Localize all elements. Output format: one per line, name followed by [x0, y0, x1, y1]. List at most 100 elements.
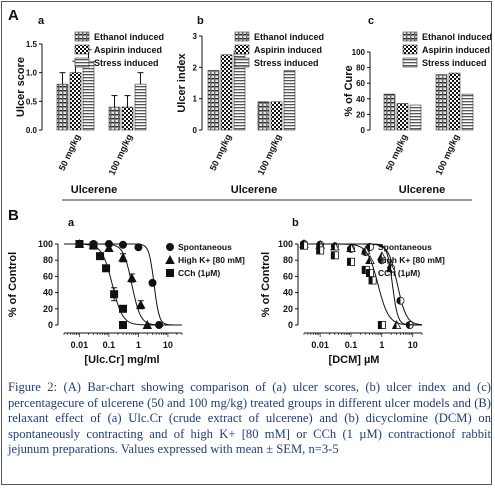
marker-fill — [387, 264, 392, 272]
x-axis-title: Ulcerene — [399, 184, 445, 196]
chart-ulc-cr-relaxation: a 0 20 40 60 80 100 0.01 0.1 1 10 % of Control [Ulc.… — [7, 217, 245, 366]
data-point — [102, 264, 111, 273]
figure-caption: Figure 2: (A) Bar-chart showing comparis… — [8, 380, 491, 457]
data-point — [377, 251, 387, 261]
y-tick-label: 100 — [38, 239, 53, 249]
y-tick-label: 40 — [43, 288, 53, 298]
legend-swatch — [74, 57, 90, 68]
panel-label: b — [292, 217, 299, 229]
bar — [121, 106, 134, 131]
legend-label: Stress induced — [94, 58, 159, 68]
marker-fill — [377, 252, 382, 260]
bar — [108, 106, 121, 131]
legend-swatch — [402, 57, 418, 68]
y-tick-label: 40 — [283, 288, 293, 298]
data-point — [368, 276, 377, 285]
panel-label: b — [197, 15, 204, 27]
marker-fill — [346, 243, 351, 252]
y-tick-label: 20 — [283, 304, 293, 314]
x-tick-label: 0.1 — [345, 340, 358, 350]
x-tick-label: 0.01 — [71, 340, 89, 350]
data-point — [377, 320, 386, 329]
x-tick-label: 10 — [408, 340, 418, 350]
marker-fill — [361, 246, 366, 255]
bar — [220, 54, 233, 131]
data-point — [396, 296, 405, 305]
y-tick-label: 80 — [283, 255, 293, 265]
y-tick-label: 60 — [43, 271, 53, 281]
marker-fill — [300, 242, 304, 250]
data-point — [346, 243, 356, 253]
category-label: 100 mg/kg — [256, 133, 284, 177]
legend-label: High K+ [80 mM] — [178, 255, 245, 265]
panel-label-A: A — [8, 7, 19, 24]
bar — [56, 83, 69, 131]
y-tick-label: 1 — [193, 95, 198, 104]
data-point — [110, 290, 119, 299]
x-axis-title: [Ulc.Cr] mg/ml — [84, 354, 159, 366]
fit-curve — [64, 243, 182, 326]
bar — [283, 70, 296, 131]
y-tick-label: 60 — [356, 79, 365, 88]
bar — [134, 83, 147, 131]
y-tick-label: 0 — [48, 320, 53, 330]
marker-fill — [316, 246, 321, 255]
marker-fill — [368, 276, 373, 285]
marker-fill — [331, 251, 335, 259]
data-point — [96, 252, 105, 261]
y-tick-label: 0.0 — [26, 126, 38, 135]
panel-label-B: B — [8, 207, 19, 224]
bar — [435, 74, 448, 131]
legend-label: Aspirin induced — [254, 45, 322, 55]
category-label: 50 mg/kg — [57, 133, 83, 173]
data-point — [165, 268, 174, 277]
data-point — [89, 241, 98, 250]
data-point — [165, 255, 175, 264]
x-tick-label: 1 — [136, 340, 141, 350]
legend-label: Ethanol induced — [94, 32, 164, 42]
legend-label: Aspirin induced — [422, 45, 490, 55]
y-tick-label: 0 — [361, 126, 366, 135]
data-point — [316, 246, 325, 255]
y-tick-label: 100 — [352, 48, 366, 57]
y-tick-label: 20 — [356, 110, 365, 119]
marker-fill — [396, 297, 401, 305]
y-axis-title: Ulcer index — [176, 52, 188, 112]
bar — [270, 101, 283, 131]
bar — [461, 93, 474, 131]
y-tick-label: 1.5 — [26, 40, 38, 49]
category-label: 50 mg/kg — [208, 133, 234, 173]
x-tick-label: 0.1 — [103, 340, 116, 350]
bar — [383, 93, 396, 131]
legend-label: Stress induced — [422, 58, 487, 68]
chart-percent-cure: c 0 20 40 60 80 100 % of Cure 50 mg/kg 100 mg/kg U… — [343, 15, 492, 196]
fit-curve — [304, 243, 422, 326]
category-label: 100 mg/kg — [107, 133, 135, 177]
category-label: 100 mg/kg — [434, 133, 462, 177]
data-point — [75, 239, 84, 248]
legend-label: Stress induced — [254, 58, 319, 68]
bar — [69, 72, 82, 131]
y-tick-label: 80 — [43, 255, 53, 265]
x-tick-label: 10 — [163, 340, 173, 350]
y-axis-title: Ulcer score — [15, 57, 27, 117]
legend-swatch — [74, 44, 90, 55]
x-tick-label: 0.01 — [311, 340, 329, 350]
data-point — [346, 257, 355, 266]
data-point — [330, 251, 339, 260]
y-tick-label: 60 — [283, 271, 293, 281]
data-point — [135, 299, 146, 309]
legend-label: CCh (1µM) — [378, 268, 420, 278]
legend-swatch — [74, 31, 90, 42]
y-tick-label: 20 — [43, 304, 53, 314]
legend-label: Aspirin induced — [94, 45, 162, 55]
y-tick-label: 40 — [356, 95, 365, 104]
legend-swatch — [234, 44, 250, 55]
legend-swatch — [402, 44, 418, 55]
data-point — [119, 320, 128, 329]
data-point — [391, 320, 402, 329]
marker-fill — [347, 258, 351, 266]
legend-label: Spontaneous — [178, 242, 232, 252]
data-point — [165, 242, 174, 251]
